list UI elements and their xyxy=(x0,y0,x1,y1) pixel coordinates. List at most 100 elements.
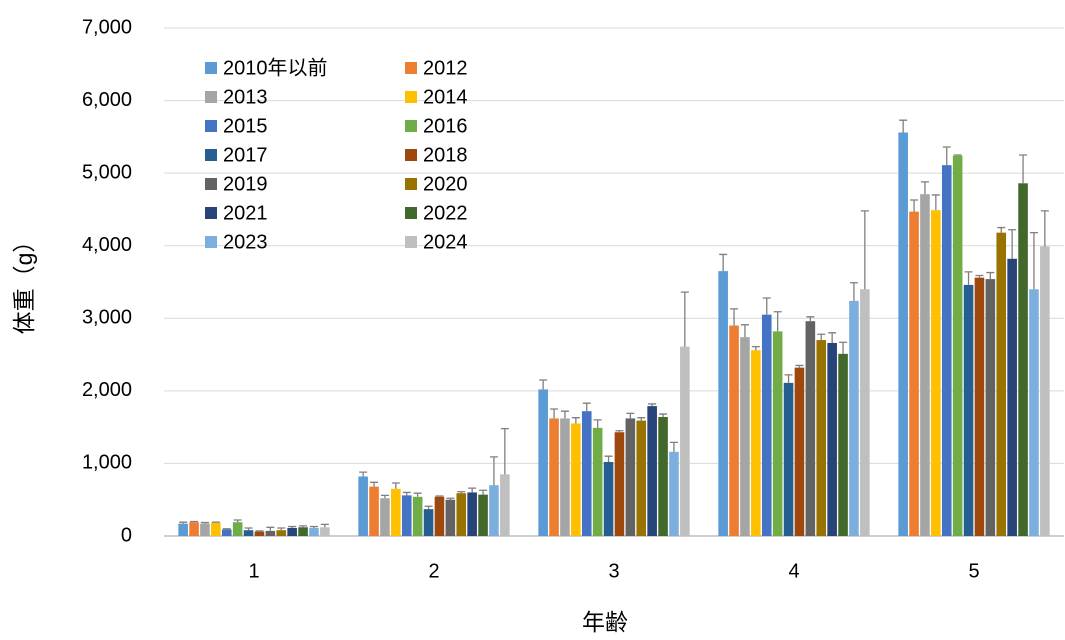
bar xyxy=(1018,183,1028,536)
error-bar xyxy=(489,456,498,486)
legend-swatch xyxy=(205,207,217,219)
bar xyxy=(952,155,963,536)
error-bar xyxy=(500,427,509,475)
legend-swatch xyxy=(405,62,417,74)
bar xyxy=(500,474,510,536)
bar xyxy=(549,418,559,536)
error-bar xyxy=(309,525,318,529)
error-bar xyxy=(751,345,760,351)
x-axis-label: 年齢 xyxy=(582,609,628,635)
error-bar xyxy=(391,482,400,489)
error-bar xyxy=(899,119,908,133)
bar xyxy=(434,496,445,536)
bar xyxy=(221,529,232,536)
x-tick-label: 4 xyxy=(788,560,799,582)
legend-swatch xyxy=(205,91,217,103)
bar xyxy=(358,476,368,536)
error-bar xyxy=(669,441,678,452)
bar xyxy=(658,416,668,536)
bar xyxy=(680,346,690,536)
error-bar xyxy=(233,519,242,523)
legend-label: 2010年以前 xyxy=(223,56,328,79)
bar xyxy=(816,340,827,536)
legend-label: 2014 xyxy=(423,86,468,108)
error-bar xyxy=(626,412,635,419)
bar xyxy=(909,211,919,536)
bar xyxy=(751,350,761,536)
y-tick-label: 3,000 xyxy=(82,307,132,329)
bar xyxy=(276,530,287,536)
bar xyxy=(740,337,750,536)
x-tick-label: 5 xyxy=(968,560,979,582)
legend-swatch xyxy=(405,120,417,132)
bar xyxy=(1029,289,1039,536)
error-bar xyxy=(849,282,858,301)
error-bar xyxy=(740,324,749,338)
bar xyxy=(920,194,930,536)
x-tick-label: 1 xyxy=(248,560,259,582)
error-bar xyxy=(359,471,368,477)
bar xyxy=(445,499,456,536)
error-bar xyxy=(1008,229,1017,259)
legend-swatch xyxy=(405,149,417,161)
error-bar xyxy=(244,527,253,531)
bar xyxy=(380,498,390,536)
y-tick-label: 5,000 xyxy=(82,161,132,183)
error-bar xyxy=(413,492,422,497)
bar xyxy=(254,531,265,536)
error-bar xyxy=(539,379,548,390)
error-bar xyxy=(784,374,793,383)
bar xyxy=(931,210,941,536)
error-bar xyxy=(446,497,455,500)
error-bar xyxy=(200,521,209,524)
bar xyxy=(571,423,581,536)
error-bar xyxy=(479,489,488,495)
bar xyxy=(794,367,805,536)
bar xyxy=(761,314,772,536)
legend-label: 2017 xyxy=(223,144,268,166)
error-bar xyxy=(266,526,275,531)
error-bar xyxy=(457,491,466,494)
error-bar xyxy=(560,410,569,419)
bar xyxy=(1040,246,1050,536)
error-bar xyxy=(1040,210,1049,247)
bar xyxy=(996,232,1007,536)
error-bar xyxy=(320,523,329,528)
error-bar xyxy=(986,271,995,280)
error-bar xyxy=(997,226,1006,233)
error-bar xyxy=(380,494,389,499)
bar xyxy=(772,331,783,536)
bar xyxy=(1007,258,1017,536)
error-bar xyxy=(953,154,962,156)
y-tick-label: 6,000 xyxy=(82,89,132,111)
error-bar xyxy=(730,308,739,326)
bar xyxy=(489,485,499,536)
error-bar xyxy=(964,271,973,285)
bar xyxy=(985,279,996,536)
error-bar xyxy=(288,525,297,529)
legend-label: 2021 xyxy=(223,202,268,224)
legend-swatch xyxy=(205,149,217,161)
error-bar xyxy=(255,530,264,532)
bar xyxy=(538,389,548,536)
bar xyxy=(974,277,985,536)
error-bar xyxy=(680,291,689,347)
error-bar xyxy=(402,491,411,496)
bar xyxy=(560,418,570,536)
legend-label: 2012 xyxy=(423,57,468,79)
bar xyxy=(963,284,974,536)
bar xyxy=(369,486,379,536)
error-bar xyxy=(910,199,919,212)
error-bar xyxy=(942,146,951,166)
legend-label: 2015 xyxy=(223,115,268,137)
bar xyxy=(849,300,859,536)
bar xyxy=(860,289,870,536)
error-bar xyxy=(659,413,668,417)
legend-label: 2016 xyxy=(423,115,468,137)
y-axis-label: 体重（g） xyxy=(11,230,37,335)
error-bar xyxy=(839,341,848,354)
error-bar xyxy=(179,521,188,524)
error-bar xyxy=(550,408,559,419)
legend-swatch xyxy=(405,91,417,103)
